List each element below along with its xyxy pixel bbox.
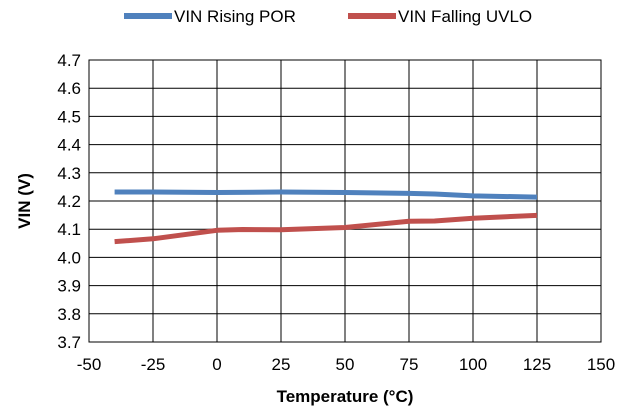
x-tick-label: 125 — [523, 355, 551, 374]
y-tick-label: 3.9 — [57, 277, 81, 296]
y-tick-label: 4.1 — [57, 220, 81, 239]
y-tick-label: 3.8 — [57, 305, 81, 324]
y-tick-label: 4.0 — [57, 248, 81, 267]
x-tick-label: -50 — [77, 355, 102, 374]
x-tick-label: 50 — [336, 355, 355, 374]
y-tick-label: 4.6 — [57, 79, 81, 98]
x-axis-ticks: -50 -25 0 25 50 75 100 125 150 — [77, 355, 615, 374]
y-axis-title: VIN (V) — [15, 173, 34, 229]
x-tick-label: 0 — [212, 355, 221, 374]
legend: VIN Rising POR VIN Falling UVLO — [124, 7, 532, 26]
legend-label-rising: VIN Rising POR — [174, 7, 296, 26]
y-axis-ticks: 4.7 4.6 4.5 4.4 4.3 4.2 4.1 4.0 3.9 3.8 3.7 — [57, 51, 81, 352]
series-lines — [114, 189, 538, 245]
y-tick-label: 4.5 — [57, 107, 81, 126]
y-tick-label: 4.3 — [57, 164, 81, 183]
x-tick-label: 25 — [272, 355, 291, 374]
x-tick-label: 100 — [459, 355, 487, 374]
y-tick-label: 4.2 — [57, 192, 81, 211]
y-tick-label: 4.4 — [57, 136, 81, 155]
series-line-vin-rising-por — [114, 189, 538, 200]
y-tick-label: 3.7 — [57, 333, 81, 352]
x-tick-label: 75 — [400, 355, 419, 374]
x-axis-title: Temperature (°C) — [277, 387, 414, 406]
y-tick-label: 4.7 — [57, 51, 81, 70]
x-tick-label: -25 — [141, 355, 166, 374]
series-line-vin-falling-uvlo — [114, 212, 538, 245]
x-tick-label: 150 — [587, 355, 615, 374]
plot-area — [88, 59, 602, 343]
legend-label-falling: VIN Falling UVLO — [398, 7, 532, 26]
